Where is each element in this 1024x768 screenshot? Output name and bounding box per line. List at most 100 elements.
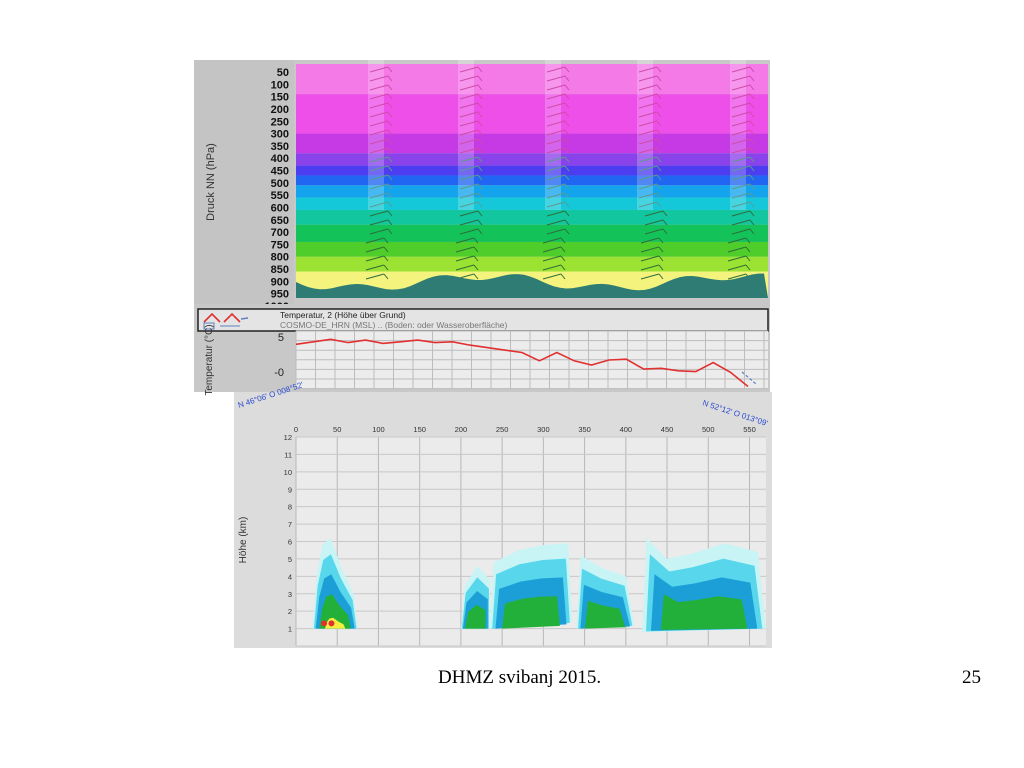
wind-barb — [640, 264, 664, 271]
pressure-color-band — [296, 153, 768, 166]
radar-echo-cells — [312, 538, 766, 633]
wind-barb — [459, 111, 483, 118]
wind-barb — [546, 66, 570, 73]
wind-barb — [731, 120, 755, 127]
wind-barb — [731, 138, 755, 145]
wind-barb — [542, 246, 566, 253]
wind-barb — [731, 219, 755, 226]
echo-core — [328, 620, 335, 627]
radar-x-tick-label: 300 — [537, 425, 550, 434]
wind-barb — [546, 156, 570, 163]
pressure-tick-label: 550 — [271, 190, 289, 202]
temperature-grid — [295, 330, 768, 390]
wind-barb — [369, 138, 393, 145]
wind-barb — [369, 210, 393, 217]
wind-barb — [546, 129, 570, 136]
wind-barb — [638, 174, 662, 181]
wind-barb — [546, 174, 570, 181]
wind-barb — [365, 264, 389, 271]
wind-barb — [640, 246, 664, 253]
wind-barb — [727, 255, 751, 262]
wind-barb — [369, 120, 393, 127]
wind-barb — [459, 84, 483, 91]
wind-barb — [459, 165, 483, 172]
echo-layer — [660, 594, 748, 630]
time-column — [730, 60, 746, 210]
wind-barb — [731, 210, 755, 217]
radar-x-tick-label: 450 — [661, 425, 674, 434]
pressure-tick-label: 800 — [271, 252, 289, 264]
radar-x-tick-label: 250 — [496, 425, 509, 434]
radar-y-tick-label: 9 — [288, 485, 292, 494]
wind-barb — [546, 165, 570, 172]
footer-title: DHMZ svibanj 2015. — [438, 667, 602, 688]
echo-layer — [502, 596, 560, 629]
wind-barb — [546, 228, 570, 235]
wind-barb — [459, 156, 483, 163]
pressure-panel: Druck NN (hPa) 5010015020025030035040045… — [194, 60, 770, 313]
pressure-tick-label: 450 — [271, 166, 289, 178]
wind-barb — [731, 228, 755, 235]
temperature-tick-label: -0 — [274, 367, 284, 379]
radar-y-tick-label: 12 — [284, 433, 292, 442]
wind-barb — [546, 102, 570, 109]
wind-barb — [727, 237, 751, 244]
pressure-color-band — [296, 94, 768, 134]
wind-barb — [459, 66, 483, 73]
wind-barb — [546, 75, 570, 82]
pressure-tick-label: 200 — [271, 104, 289, 116]
pressure-tick-label: 600 — [271, 202, 289, 214]
radar-echo-cell — [460, 565, 490, 629]
radar-echo-cell — [576, 555, 635, 629]
echo-layer — [465, 604, 486, 629]
pressure-color-band — [296, 197, 768, 210]
wind-barb — [638, 165, 662, 172]
wind-barb — [638, 156, 662, 163]
page-number: 25 — [962, 667, 981, 688]
wind-barb — [459, 210, 483, 217]
radar-y-tick-label: 7 — [288, 520, 292, 529]
wind-barb — [369, 165, 393, 172]
wind-barb — [459, 102, 483, 109]
time-column — [458, 60, 474, 210]
wind-barb — [546, 147, 570, 154]
pressure-tick-label: 900 — [271, 276, 289, 288]
temperature-ylabel: Temperatur (°C) — [204, 324, 215, 395]
pressure-color-band — [296, 224, 768, 242]
radar-x-tick-label: 350 — [578, 425, 591, 434]
wind-barb — [638, 192, 662, 199]
wind-barb — [546, 219, 570, 226]
pressure-color-band — [296, 209, 768, 225]
wind-barb — [638, 84, 662, 91]
wind-barb — [459, 75, 483, 82]
wind-barb — [638, 66, 662, 73]
wind-barb — [455, 237, 479, 244]
pressure-tick-label: 750 — [271, 239, 289, 251]
wind-barb — [369, 174, 393, 181]
wind-barb — [731, 165, 755, 172]
wind-barb — [731, 156, 755, 163]
wind-barb — [731, 201, 755, 208]
wind-barb — [640, 273, 664, 280]
pressure-tick-label: 250 — [271, 116, 289, 128]
pressure-color-band — [296, 133, 768, 154]
wind-barb — [459, 174, 483, 181]
pressure-tick-label: 650 — [271, 215, 289, 227]
pressure-ylabel: Druck NN (hPa) — [205, 143, 217, 221]
wind-barb — [459, 192, 483, 199]
wind-barb — [731, 192, 755, 199]
wind-barb — [731, 174, 755, 181]
wind-barb — [731, 111, 755, 118]
pressure-color-band — [296, 165, 768, 176]
wind-barb — [640, 237, 664, 244]
radar-y-tick-label: 10 — [284, 468, 292, 477]
legend-label-temperature: Temperatur, 2 (Höhe über Grund) — [280, 310, 406, 320]
wind-barb — [644, 228, 668, 235]
pressure-tick-label: 700 — [271, 227, 289, 239]
radar-echo-cell — [312, 538, 358, 629]
pressure-tick-label: 300 — [271, 129, 289, 141]
temperature-panel: Temperatur, 2 (Höhe über Grund) COSMO-DE… — [194, 304, 770, 396]
wind-barb — [459, 93, 483, 100]
wind-barb — [546, 183, 570, 190]
